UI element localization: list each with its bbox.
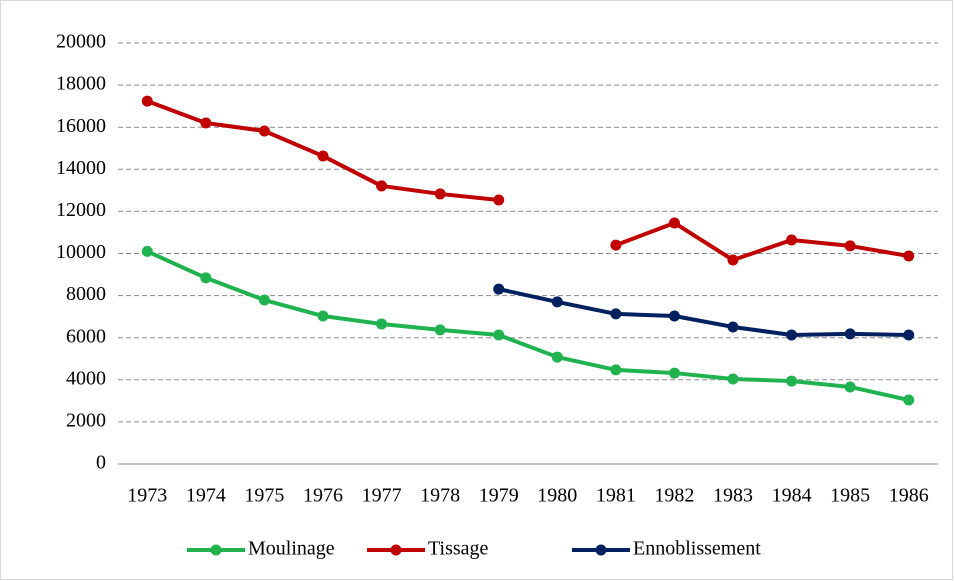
x-tick-label: 1983 (713, 485, 753, 507)
data-point (258, 294, 270, 306)
y-tick-label: 4000 (66, 367, 106, 389)
data-point (141, 245, 153, 257)
y-tick-label: 0 (96, 452, 106, 474)
x-tick-label: 1975 (244, 485, 284, 507)
data-point (493, 283, 505, 295)
data-point (786, 375, 798, 387)
x-tick-label: 1979 (479, 485, 519, 507)
x-tick-label: 1973 (127, 485, 167, 507)
data-point (668, 367, 680, 379)
data-point (668, 217, 680, 229)
x-tick-label: 1985 (830, 485, 870, 507)
data-point (903, 394, 915, 406)
data-point (668, 310, 680, 322)
data-point (493, 194, 505, 206)
y-tick-label: 16000 (56, 115, 106, 137)
data-point (727, 254, 739, 266)
data-point (844, 381, 856, 393)
data-point (903, 329, 915, 341)
x-tick-label: 1982 (654, 485, 694, 507)
x-tick-label: 1980 (537, 485, 577, 507)
data-point (493, 329, 505, 341)
data-point (434, 188, 446, 200)
series-line (146, 249, 910, 402)
legend-marker (595, 544, 607, 556)
y-tick-label: 8000 (66, 283, 106, 305)
data-point (200, 117, 212, 129)
data-point (844, 240, 856, 252)
data-point (610, 239, 622, 251)
x-tick-label: 1984 (772, 485, 812, 507)
x-tick-label: 1986 (889, 485, 929, 507)
legend-label: Ennoblissement (633, 538, 761, 560)
x-tick-label: 1976 (303, 485, 343, 507)
data-point (551, 296, 563, 308)
legend-label: Tissage (428, 538, 489, 560)
legend-marker (390, 544, 402, 556)
data-point (844, 328, 856, 340)
data-point (903, 250, 915, 262)
data-point (317, 310, 329, 322)
data-point (727, 373, 739, 385)
data-point (727, 321, 739, 333)
data-point (258, 125, 270, 137)
y-tick-label: 14000 (56, 157, 106, 179)
legend-marker (210, 544, 222, 556)
data-point (317, 150, 329, 162)
data-point (786, 234, 798, 246)
y-tick-label: 12000 (56, 199, 106, 221)
data-point (434, 324, 446, 336)
data-point (610, 364, 622, 376)
data-point (200, 272, 212, 284)
x-tick-label: 1974 (186, 485, 226, 507)
legend-label: Moulinage (248, 538, 335, 560)
y-tick-label: 18000 (56, 73, 106, 95)
x-tick-label: 1977 (362, 485, 402, 507)
data-point (141, 95, 153, 107)
series-line (498, 287, 909, 337)
y-tick-label: 6000 (66, 325, 106, 347)
data-point (786, 329, 798, 341)
data-point (376, 318, 388, 330)
y-tick-label: 20000 (56, 31, 106, 53)
data-point (376, 180, 388, 192)
x-tick-label: 1978 (420, 485, 460, 507)
data-point (610, 308, 622, 320)
y-tick-label: 2000 (66, 409, 106, 431)
data-point (551, 351, 563, 363)
x-tick-label: 1981 (596, 485, 636, 507)
y-tick-label: 10000 (56, 241, 106, 263)
